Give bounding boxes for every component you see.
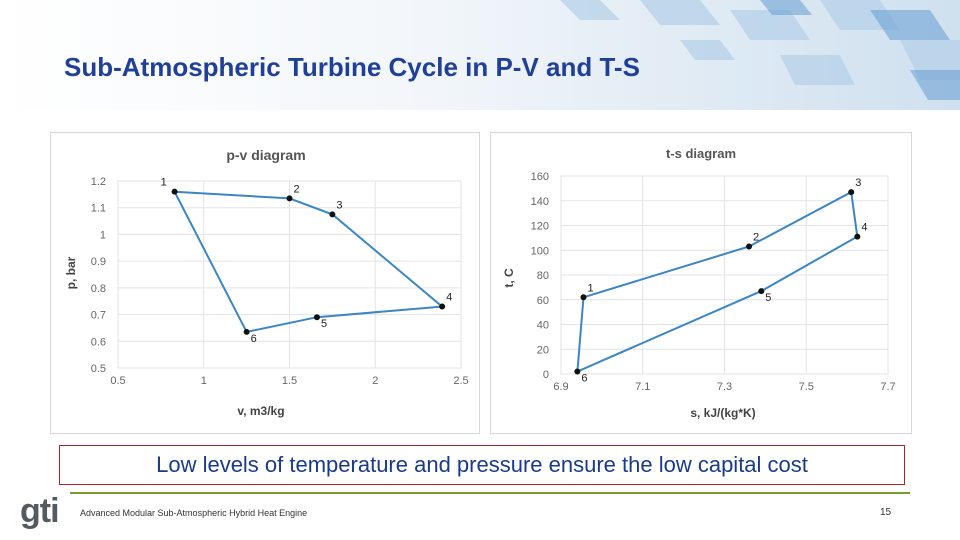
pv-point-label-3: 3 bbox=[336, 199, 342, 211]
ts-chart-title: t-s diagram bbox=[666, 146, 736, 161]
ts-state-point-1 bbox=[580, 294, 587, 301]
pv-state-point-1 bbox=[171, 188, 178, 195]
ts-x-tick-label: 7.5 bbox=[799, 381, 814, 393]
pv-x-tick-label: 2.5 bbox=[453, 375, 468, 387]
page-number: 15 bbox=[880, 507, 892, 518]
key-message-text: Low levels of temperature and pressure e… bbox=[156, 452, 808, 477]
ts-x-tick-label: 7.7 bbox=[880, 381, 895, 393]
ts-y-axis-label: t, C bbox=[502, 268, 516, 288]
ts-state-point-4 bbox=[854, 233, 861, 240]
ts-y-tick-label: 80 bbox=[537, 270, 549, 282]
ts-y-tick-label: 160 bbox=[531, 171, 549, 183]
pv-state-point-3 bbox=[329, 211, 336, 218]
pv-chart-title: p-v diagram bbox=[226, 147, 305, 163]
header-banner bbox=[0, 0, 960, 110]
ts-state-point-3 bbox=[848, 189, 855, 196]
pv-y-tick-label: 0.9 bbox=[91, 256, 106, 268]
ts-point-label-1: 1 bbox=[587, 282, 593, 294]
pv-state-point-6 bbox=[243, 328, 250, 335]
pv-x-tick-label: 1 bbox=[201, 375, 207, 387]
ts-x-tick-label: 7.1 bbox=[635, 381, 650, 393]
key-message-callout: Low levels of temperature and pressure e… bbox=[59, 445, 905, 485]
pv-y-tick-label: 0.8 bbox=[91, 283, 106, 295]
ts-point-label-3: 3 bbox=[855, 177, 861, 189]
gti-logo: gti bbox=[20, 492, 60, 530]
pv-point-label-1: 1 bbox=[161, 177, 167, 189]
ts-state-point-5 bbox=[758, 288, 765, 295]
pv-point-label-6: 6 bbox=[251, 333, 257, 345]
ts-y-tick-label: 0 bbox=[543, 369, 549, 381]
pv-y-tick-label: 1.2 bbox=[91, 176, 106, 188]
ts-point-label-5: 5 bbox=[765, 292, 771, 304]
footer-caption: Advanced Modular Sub-Atmospheric Hybrid … bbox=[80, 508, 308, 518]
pv-state-point-5 bbox=[313, 314, 320, 321]
footer-rule bbox=[70, 492, 910, 494]
pv-state-point-4 bbox=[439, 303, 446, 310]
pv-cycle-line bbox=[172, 190, 445, 334]
pv-y-axis-label: p, bar bbox=[64, 256, 78, 289]
pv-point-label-2: 2 bbox=[294, 183, 300, 195]
ts-y-tick-label: 140 bbox=[531, 196, 549, 208]
ts-x-tick-label: 6.9 bbox=[553, 381, 568, 393]
ts-y-tick-label: 60 bbox=[537, 295, 549, 307]
pv-x-axis-label: v, m3/kg bbox=[237, 404, 284, 418]
pv-x-tick-label: 0.5 bbox=[110, 375, 125, 387]
slide-title: Sub-Atmospheric Turbine Cycle in P-V and… bbox=[64, 52, 640, 82]
pv-y-tick-label: 0.6 bbox=[91, 336, 106, 348]
pv-x-tick-label: 1.5 bbox=[282, 375, 297, 387]
ts-y-tick-label: 20 bbox=[537, 344, 549, 356]
ts-x-axis-label: s, kJ/(kg*K) bbox=[690, 406, 755, 420]
pv-point-label-5: 5 bbox=[321, 318, 327, 330]
ts-y-tick-label: 120 bbox=[531, 221, 549, 233]
ts-state-point-2 bbox=[746, 243, 753, 250]
pv-chart-panel: p-v diagram v, m3/kg p, bar 0.5 1 1.5 2 2.5 0… bbox=[50, 132, 480, 434]
pv-x-tick-label: 2 bbox=[372, 375, 378, 387]
ts-point-label-2: 2 bbox=[753, 232, 759, 244]
ts-y-tick-label: 40 bbox=[537, 320, 549, 332]
pv-state-point-2 bbox=[286, 195, 293, 202]
ts-x-tick-label: 7.3 bbox=[717, 381, 732, 393]
ts-chart: t-s diagram s, kJ/(kg*K) t, C 6.9 7.1 7.3 7… bbox=[502, 146, 896, 420]
ts-y-tick-label: 100 bbox=[531, 245, 549, 257]
pv-y-tick-label: 0.7 bbox=[91, 310, 106, 322]
pv-point-label-4: 4 bbox=[446, 292, 452, 304]
pv-y-tick-label: 1.1 bbox=[91, 203, 106, 215]
ts-chart-panel: t-s diagram s, kJ/(kg*K) t, C 6.9 7.1 7.3 7… bbox=[490, 132, 912, 434]
ts-point-label-6: 6 bbox=[581, 373, 587, 385]
pv-y-tick-label: 1 bbox=[100, 229, 106, 241]
ts-state-point-6 bbox=[574, 368, 581, 375]
pv-y-tick-label: 0.5 bbox=[91, 363, 106, 375]
ts-cycle-line bbox=[576, 190, 859, 374]
ts-point-label-4: 4 bbox=[861, 222, 867, 234]
pv-chart: p-v diagram v, m3/kg p, bar 0.5 1 1.5 2 2.5 0… bbox=[64, 147, 469, 418]
